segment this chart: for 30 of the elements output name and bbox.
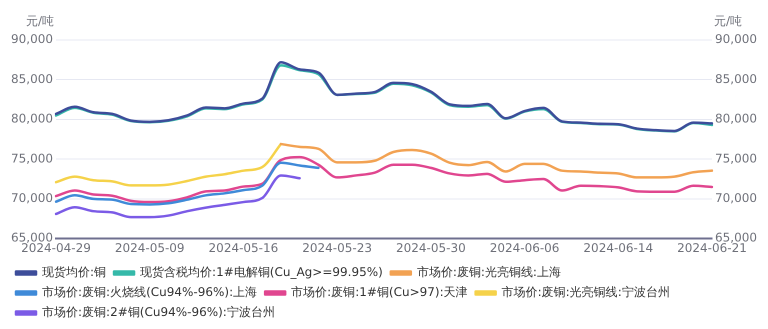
legend-label: 现货含税均价:1#电解铜(Cu_Ag>=99.95%) <box>140 265 383 280</box>
y2-tick-label: 85,000 <box>715 72 758 86</box>
legend-label: 市场价:废铜:2#铜(Cu94%-96%):宁波台州 <box>42 305 275 320</box>
line-series <box>54 156 714 204</box>
y-tick-label: 80,000 <box>10 112 53 126</box>
y-tick-label: 85,000 <box>10 72 53 86</box>
y-tick-label: 90,000 <box>10 32 53 46</box>
x-tick-label: 2024-05-16 <box>208 240 278 255</box>
x-tick-label: 2024-06-06 <box>490 240 560 255</box>
x-tick-label: 2024-05-23 <box>302 240 372 255</box>
line-series <box>54 174 301 218</box>
y-tick-label: 70,000 <box>10 191 53 206</box>
line-series <box>280 142 714 179</box>
y2-axis-title: 元/吨 <box>714 14 742 28</box>
y2-tick-label: 70,000 <box>715 191 758 206</box>
y2-tick-label: 90,000 <box>715 32 758 46</box>
legend-label: 市场价:废铜:1#铜(Cu>97):天津 <box>291 285 468 300</box>
legend-label: 市场价:废铜:火烧线(Cu94%-96%):上海 <box>42 285 258 300</box>
x-tick-label: 2024-05-09 <box>114 240 185 255</box>
y2-tick-label: 80,000 <box>715 112 758 126</box>
x-tick-label: 2024-06-14 <box>583 240 654 255</box>
line-series <box>54 142 282 187</box>
y2-tick-label: 75,000 <box>715 151 758 166</box>
y-tick-label: 75,000 <box>10 151 53 166</box>
legend-label: 现货均价:铜 <box>42 265 106 280</box>
legend-label: 市场价:废铜:光亮铜线:宁波台州 <box>502 285 670 300</box>
y-axis-title: 元/吨 <box>26 14 54 28</box>
line-series <box>54 161 320 206</box>
x-tick-label: 2024-05-30 <box>396 240 466 255</box>
legend-label: 市场价:废铜:光亮铜线:上海 <box>416 265 561 280</box>
